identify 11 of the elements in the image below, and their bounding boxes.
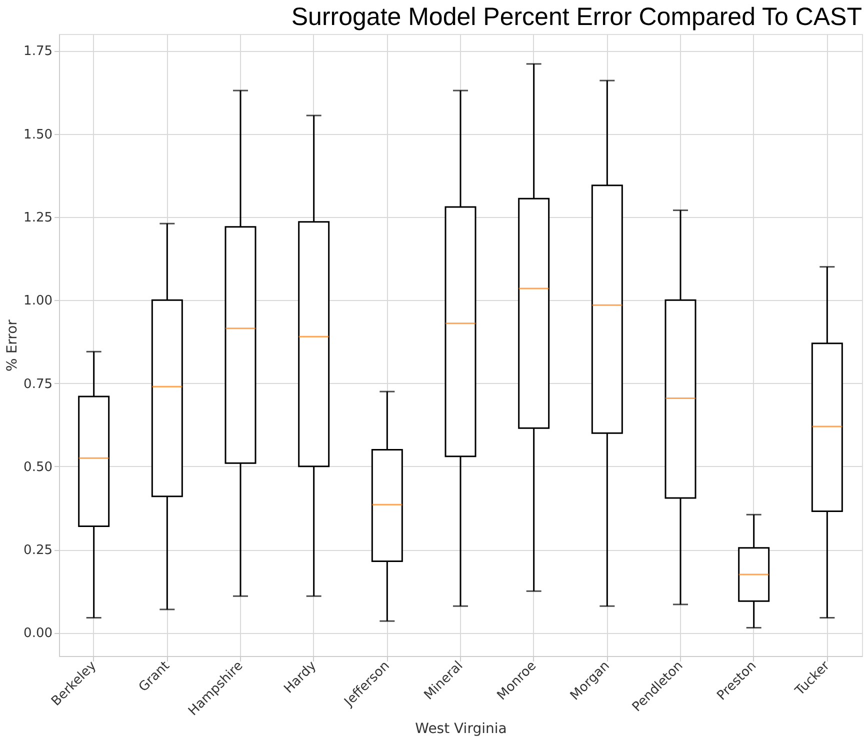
chart-title: Surrogate Model Percent Error Compared To CAST <box>291 3 862 31</box>
y-tick-label: 0.50 <box>24 460 52 475</box>
x-axis-title: West Virginia <box>415 721 507 738</box>
y-tick-label: 1.00 <box>24 294 52 309</box>
y-axis-title: % Error <box>4 319 21 372</box>
y-tick-label: 1.75 <box>24 44 52 60</box>
y-tick-label: 0.00 <box>24 626 52 642</box>
y-tick-label: 0.25 <box>24 543 52 558</box>
y-tick-label: 0.75 <box>24 376 52 392</box>
y-tick-label: 1.25 <box>24 210 52 226</box>
y-tick-label: 1.50 <box>24 127 52 142</box>
